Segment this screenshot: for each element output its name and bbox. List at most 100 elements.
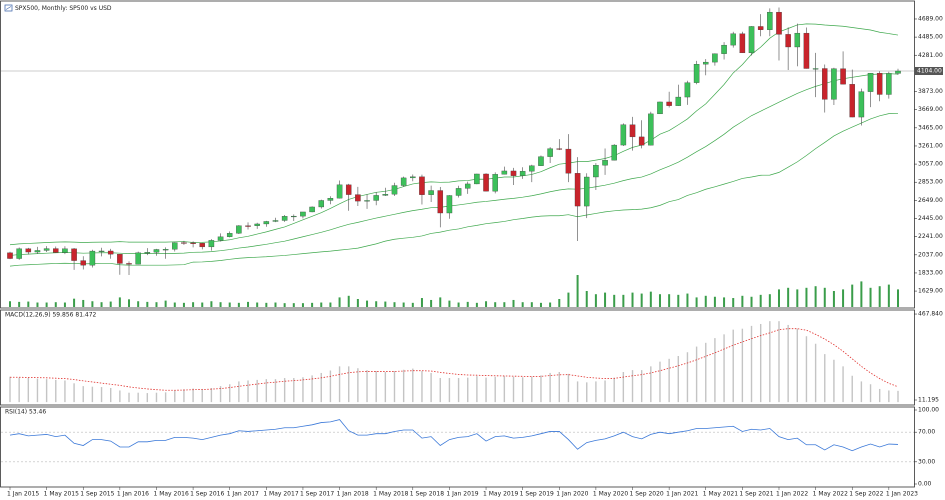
bollinger-middle [9, 73, 899, 256]
volume-bar [27, 301, 30, 307]
volume-bar [265, 302, 268, 307]
macd-bar [695, 346, 698, 403]
volume-bar [494, 302, 497, 307]
candle-body [767, 11, 773, 30]
candle-body [245, 225, 251, 227]
y-tick-label: 3261.00 [918, 142, 943, 149]
macd-bar [897, 390, 899, 403]
candle-body [593, 165, 599, 178]
volume-bar [832, 291, 835, 307]
macd-bar [36, 378, 39, 403]
volume-bar [686, 293, 689, 307]
macd-bar [833, 359, 835, 403]
y-tick-label: 30.00 [918, 458, 935, 465]
volume-bar [100, 302, 103, 307]
macd-bar [759, 323, 762, 403]
volume-bar [576, 275, 579, 307]
volume-bar [878, 286, 881, 307]
volume-bar [274, 302, 277, 307]
bollinger-lower [9, 112, 899, 267]
candle-body [675, 96, 682, 106]
macd-bar [732, 329, 734, 403]
candle-body [428, 190, 434, 195]
candle-body [785, 34, 791, 48]
y-tick-label: 467.840 [918, 311, 943, 318]
volume-bar [695, 297, 698, 307]
x-tick-label: 1 Jan 2017 [227, 491, 259, 498]
volume-bar [732, 298, 735, 307]
volume-bar [869, 287, 872, 307]
candle-body [272, 220, 279, 222]
x-tick-label: 1 May 2022 [813, 491, 848, 498]
macd-bar [174, 390, 176, 403]
candle-body [703, 61, 709, 65]
volume-bar [768, 294, 771, 307]
x-tick-label: 1 May 2016 [153, 491, 188, 498]
macd-bar [137, 392, 139, 403]
x-tick-label: 1 Jan 2022 [776, 491, 808, 498]
macd-bar [650, 366, 652, 403]
volume-bar [549, 302, 552, 307]
volume-bar [759, 294, 762, 307]
volume-bar [375, 301, 378, 307]
volume-bar [796, 289, 799, 307]
macd-bar [164, 392, 167, 403]
x-tick-label: 1 Jan 2018 [337, 491, 369, 498]
candle-body [208, 240, 215, 248]
volume-bar [73, 298, 76, 307]
macd-bar [778, 321, 780, 403]
volume-bar [750, 296, 753, 307]
macd-bar [476, 376, 478, 403]
candle-body [712, 53, 718, 63]
candle-body [693, 64, 700, 83]
x-tick-label: 1 Sep 2019 [520, 491, 554, 498]
macd-bar [869, 384, 872, 403]
macd-bar [824, 354, 826, 403]
candle-body [226, 233, 233, 237]
macd-bar [558, 371, 560, 403]
macd-bar [146, 393, 149, 403]
volume-bar [567, 292, 570, 307]
macd-bar [338, 366, 341, 403]
x-tick-label: 1 Jan 2023 [886, 491, 918, 498]
candle-body [7, 252, 13, 259]
volume-bar [292, 303, 295, 307]
candle-body [126, 263, 132, 265]
price-panel [0, 0, 915, 309]
x-tick-label: 1 Jan 2019 [446, 491, 478, 498]
candle-body [217, 236, 224, 241]
x-tick-label: 1 May 2021 [703, 491, 738, 498]
x-tick-label: 1 Sep 2017 [300, 491, 334, 498]
candle-body [410, 176, 416, 179]
x-tick-label: 1 May 2020 [593, 491, 628, 498]
candle-body [172, 242, 178, 250]
volume-bar [155, 302, 158, 307]
candle-body [62, 248, 68, 253]
macd-bar [521, 377, 524, 403]
volume-bar [137, 301, 140, 307]
macd-bar [659, 361, 661, 403]
candle-body [876, 72, 883, 95]
macd-bar [45, 379, 48, 403]
macd-bar [393, 371, 396, 403]
volume-bar [338, 297, 341, 307]
y-tick-label: 2853.00 [918, 179, 943, 186]
volume-bar [210, 301, 213, 307]
candle-body [364, 200, 370, 202]
candle-body [80, 260, 86, 266]
volume-bar [649, 291, 652, 307]
macd-bar [348, 366, 350, 403]
volume-bar [887, 284, 890, 307]
volume-bar [63, 302, 66, 307]
x-tick-label: 1 Sep 2018 [410, 491, 444, 498]
x-tick-label: 1 May 2015 [44, 491, 79, 498]
macd-bar [238, 381, 240, 403]
candle-body [34, 250, 41, 253]
macd-bar [741, 328, 744, 403]
candle-body [849, 84, 855, 118]
candle-body [840, 68, 846, 85]
volume-bar [585, 291, 588, 307]
macd-bar [256, 379, 258, 403]
macd-bar [604, 380, 606, 403]
